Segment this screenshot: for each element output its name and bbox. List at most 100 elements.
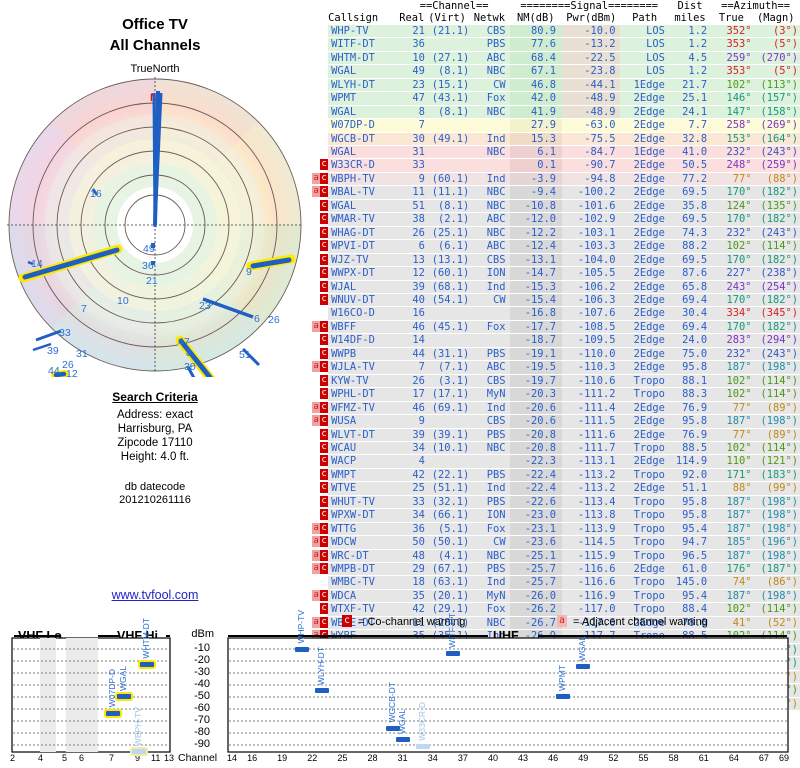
col-header-callsign[interactable]: Callsign [328,12,399,25]
search-criteria-body: Address: exact Harrisburg, PA Zipcode 17… [0,408,310,464]
col-header-magn[interactable]: (Magn) [751,12,800,25]
col-header-virt[interactable]: (Virt) [424,12,470,25]
col-header-miles[interactable]: miles [668,12,712,25]
table-row[interactable]: WITF-DT 36 PBS 77.6 -13.2 LOS 1.2 353° (5°) [310,37,800,52]
cell-power-dbm: -48.9 [562,91,621,106]
table-row[interactable]: c WJAL 39 (68.1) Ind -15.3 -106.2 2Edge 65.8 243°… [310,280,800,294]
table-row[interactable]: c W14DF-D 14 -18.7 -109.5 2Edge 24.0 283° (294°) [310,333,800,348]
tvfool-link[interactable]: www.tvfool.com [111,588,199,602]
table-row[interactable]: c W33CR-D 33 0.1 -90.7 2Edge 50.5 248° (259°) [310,158,800,173]
x-axis-tick-vhf: 6 [79,753,85,763]
cell-callsign: W33CR-D [328,158,399,173]
cell-azimuth-magnetic: (243°) [751,347,800,362]
table-row[interactable]: c WNUV-DT 40 (54.1) CW -15.4 -106.3 2Edge 69.4 17… [310,293,800,308]
cell-distance-miles: 69.4 [668,293,712,308]
col-header-nm[interactable]: NM(dB) [509,12,562,25]
cell-power-dbm: -117.0 [562,602,621,617]
cell-azimuth-true: 258° [711,118,752,133]
cell-noise-margin: -22.6 [509,495,562,510]
table-row[interactable]: c WTXF-TV 42 (29.1) Fox -26.2 -117.0 Tropo 88.4 1… [310,602,800,617]
spectrum-station-label: WBPH-TV [133,706,143,746]
table-row[interactable]: c WHAG-DT 26 (25.1) NBC -12.2 -103.1 2Edge 74.3 2… [310,226,800,241]
cell-virtual-channel: (69.1) [424,401,470,416]
cell-network: ABC [469,239,510,254]
cell-real-channel: 6 [398,239,425,254]
table-row[interactable]: c KYW-TV 26 (3.1) CBS -19.7 -110.6 Tropo 88.1 102… [310,374,800,389]
col-header-true[interactable]: True [711,12,752,25]
table-row[interactable]: a c WRC-DT 48 (4.1) NBC -25.1 -115.9 Tropo 96.5 18… [310,549,800,564]
table-row[interactable]: c WHUT-TV 33 (32.1) PBS -22.6 -113.4 Tropo 95.8 1… [310,495,800,510]
table-row[interactable]: c WWPX-DT 12 (60.1) ION -14.7 -105.5 2Edge 87.6 2… [310,266,800,281]
spectrum-station-label: WLYH-DT [316,646,327,685]
cell-path: Tropo [620,575,669,590]
table-row[interactable]: a c WJLA-TV 7 (7.1) ABC -19.5 -110.3 2Edge 95.8 18… [310,360,800,375]
spectrum-chart: c = Co-channel warning a = Adjacent chan… [0,610,800,768]
table-row[interactable]: WGAL 8 (8.1) NBC 41.9 -48.9 2Edge 24.1 147° (158°… [310,105,800,120]
table-row[interactable]: WHTM-DT 10 (27.1) ABC 68.4 -22.5 LOS 4.5 259° (27… [310,51,800,66]
table-row[interactable]: a c WFMZ-TV 46 (69.1) Ind -20.6 -111.4 2Edge 76.9… [310,401,800,416]
table-row[interactable]: c WWPB 44 (31.1) PBS -19.1 -110.0 2Edge 75.0 232°… [310,347,800,362]
table-row[interactable]: a c WTTG 36 (5.1) Fox -23.1 -113.9 Tropo 95.4 187°… [310,522,800,537]
table-row[interactable]: WGCB-DT 30 (49.1) Ind 15.3 -75.5 2Edge 32.8 153°… [310,132,800,147]
cell-virtual-channel: (49.1) [424,132,470,147]
adjacent-channel-warning-icon: a [312,589,321,601]
table-row[interactable]: c WJZ-TV 13 (13.1) CBS -13.1 -104.0 2Edge 69.5 17… [310,253,800,268]
y-axis-tick: -10 [194,642,210,654]
spectrum-signal-marker [315,687,330,693]
table-row[interactable]: c WACP 4 -22.3 -113.1 2Edge 114.9 110° (121°) [310,454,800,469]
table-row[interactable]: WGAL 31 NBC 6.1 -84.7 1Edge 41.0 232° (243°) [310,145,800,160]
col-header-path[interactable]: Path [620,12,669,25]
table-row[interactable]: c WLVT-DT 39 (39.1) PBS -20.8 -111.6 2Edge 76.9 7… [310,428,800,442]
adjacent-channel-warning-icon: a [312,361,321,373]
table-row[interactable]: c WCAU 34 (10.1) NBC -20.8 -111.7 Tropo 88.5 102°… [310,441,800,456]
cell-noise-margin: -23.6 [509,535,562,550]
col-header-real[interactable]: Real [398,12,425,25]
table-row[interactable]: W16CO-D 16 -16.8 -107.6 2Edge 30.4 334° (345°) [310,306,800,321]
x-axis-tick-uhf: 19 [277,753,288,763]
table-row[interactable]: c WPVI-DT 6 (6.1) ABC -12.4 -103.3 2Edge 88.2 102… [310,239,800,254]
table-row[interactable]: a c WBFF 46 (45.1) Fox -17.7 -108.5 2Edge 69.4 170… [310,320,800,335]
cell-noise-margin: -3.9 [509,172,562,187]
row-warning-cell [310,105,329,120]
cell-azimuth-magnetic: (114°) [751,239,800,254]
table-row[interactable]: a c WDCW 50 (50.1) CW -23.6 -114.5 Tropo 94.7 185°… [310,535,800,550]
table-row[interactable]: a c WBRE-DT 11 (28.1) NBC -26.7 -117.6 2Edge 78.6… [310,616,800,631]
adjacent-channel-badge-icon: a [557,615,567,627]
table-row[interactable]: a c WMPB-DT 29 (67.1) PBS -25.7 -116.6 2Edge 61.0… [310,562,800,577]
table-row[interactable]: a c WBAL-TV 11 (11.1) NBC -9.4 -100.2 2Edge 69.5 1… [310,185,800,200]
table-row[interactable]: c WMAR-TV 38 (2.1) ABC -12.0 -102.9 2Edge 69.5 17… [310,212,800,227]
co-channel-warning-icon: c [320,589,329,601]
table-row[interactable]: WGAL 49 (8.1) NBC 67.1 -23.8 LOS 1.2 353° (5°) [310,64,800,79]
table-row[interactable]: a c WBPH-TV 9 (60.1) Ind -3.9 -94.8 2Edge 77.2 77°… [310,172,800,187]
cell-network: NBC [469,185,510,200]
cell-power-dbm: -109.5 [562,333,621,348]
table-row[interactable]: c WTVE 25 (51.1) Ind -22.4 -113.2 2Edge 51.1 88°(… [310,481,800,496]
cell-real-channel: 17 [398,387,425,402]
table-row[interactable]: c WPHL-DT 17 (17.1) MyN -20.3 -111.2 Tropo 88.3 1… [310,387,800,402]
table-row[interactable]: a c WUSA 9 CBS -20.6 -111.5 2Edge 95.8 187° (198°) [310,414,800,429]
table-row[interactable]: c WMPT 42 (22.1) PBS -22.4 -113.2 Tropo 92.0 171°… [310,468,800,483]
col-header-netwk[interactable]: Netwk [469,12,510,25]
cell-distance-miles: 69.5 [668,185,712,200]
spectrum-signal-marker [445,650,460,656]
db-datecode: db datecode 201210261116 [0,481,310,507]
cell-network: Ind [469,401,510,416]
table-row[interactable]: c WPXW-DT 34 (66.1) ION -23.0 -113.8 Tropo 95.8 1… [310,508,800,523]
cell-callsign: WPMT [328,91,399,106]
cell-real-channel: 4 [398,454,425,469]
table-row[interactable]: a c WDCA 35 (20.1) MyN -26.0 -116.9 Tropo 95.4 187… [310,589,800,604]
spectrum-station-label: WGAL [577,635,588,661]
cell-virtual-channel [424,454,470,469]
table-row[interactable]: c WGAL 51 (8.1) NBC -10.8 -101.6 2Edge 35.8 124°(… [310,199,800,214]
table-row[interactable]: WHP-TV 21 (21.1) CBS 80.9 -10.0 LOS 1.2 352° (3°) [310,24,800,39]
table-row[interactable]: W07DP-D 7 27.9 -63.0 2Edge 7.7 258° (269°) [310,118,800,133]
col-header-pwr[interactable]: Pwr(dBm) [562,12,621,25]
row-warning-cell: c [310,253,329,268]
polar-channel-label: 6 [254,313,260,325]
table-row[interactable]: WMBC-TV 18 (63.1) Ind -25.7 -116.6 Tropo 145.0 7… [310,575,800,590]
table-row[interactable]: WPMT 47 (43.1) Fox 42.0 -48.9 2Edge 25.1 146° (15… [310,91,800,106]
table-row[interactable]: WLYH-DT 23 (15.1) CW 46.8 -44.1 1Edge 21.7 102°(… [310,78,800,93]
